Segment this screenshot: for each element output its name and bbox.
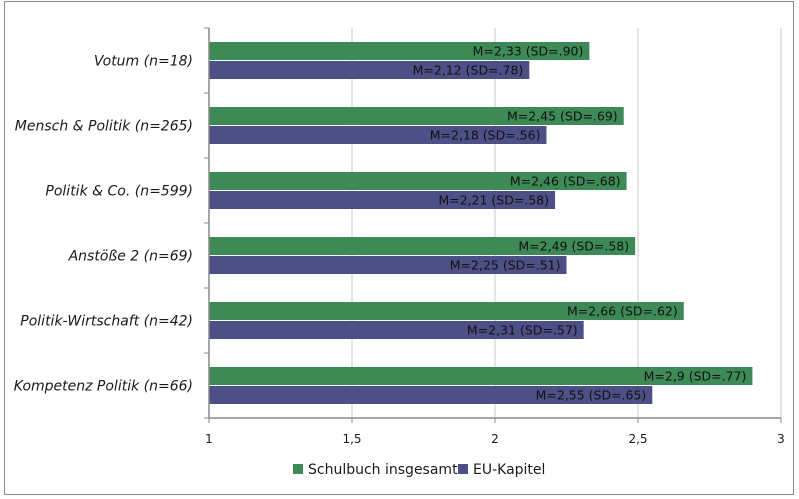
bar-schulbuch [209, 367, 753, 385]
legend-swatch [458, 464, 468, 474]
data-label: M=2,18 (SD=.56) [430, 128, 541, 143]
legend-swatch [293, 464, 303, 474]
category-label: Politik-Wirtschaft (n=42) [20, 314, 193, 330]
category-label: Votum (n=18) [94, 54, 193, 70]
x-tick-label: 2,5 [628, 432, 647, 446]
labels-layer: Votum (n=18) M=2,33 (SD=.90) M=2,12 (SD=.7… [14, 44, 747, 403]
bar-schulbuch [209, 172, 627, 190]
bar-eu-kapitel [209, 386, 653, 404]
category-label: Politik & Co. (n=599) [45, 184, 193, 200]
bar-eu-kapitel [209, 256, 567, 274]
category-label: Anstöße 2 (n=69) [68, 249, 193, 265]
data-label: M=2,31 (SD=.57) [467, 323, 578, 338]
bar-eu-kapitel [209, 191, 556, 209]
bar-schulbuch [209, 237, 636, 255]
bar-eu-kapitel [209, 61, 530, 79]
data-label: M=2,33 (SD=.90) [473, 44, 584, 59]
data-label: M=2,21 (SD=.58) [438, 193, 549, 208]
bar-eu-kapitel [209, 321, 584, 339]
data-label: M=2,12 (SD=.78) [413, 63, 524, 78]
bar-schulbuch [209, 42, 590, 60]
data-label: M=2,66 (SD=.62) [567, 304, 678, 319]
data-label: M=2,49 (SD=.58) [518, 239, 629, 254]
grid-layer [351, 28, 782, 418]
axis-layer: 1 1,5 2 2,5 3 [204, 27, 785, 446]
data-label: M=2,55 (SD=.65) [536, 388, 647, 403]
category-label: Mensch & Politik (n=265) [15, 119, 193, 135]
x-tick-label: 2 [491, 432, 499, 446]
x-tick-label: 3 [777, 432, 785, 446]
data-label: M=2,46 (SD=.68) [510, 174, 621, 189]
bar-schulbuch [209, 107, 624, 125]
data-label: M=2,45 (SD=.69) [507, 109, 618, 124]
data-label: M=2,25 (SD=.51) [450, 258, 561, 273]
category-label: Kompetenz Politik (n=66) [14, 379, 193, 395]
bars-layer [209, 42, 753, 404]
bar-eu-kapitel [209, 126, 547, 144]
legend-label: EU-Kapitel [473, 462, 545, 478]
bar-schulbuch [209, 302, 684, 320]
data-label: M=2,9 (SD=.77) [644, 369, 747, 384]
x-tick-label: 1 [205, 432, 213, 446]
legend: Schulbuch insgesamt EU-Kapitel [293, 462, 545, 478]
legend-label: Schulbuch insgesamt [308, 462, 458, 478]
x-tick-label: 1,5 [342, 432, 361, 446]
